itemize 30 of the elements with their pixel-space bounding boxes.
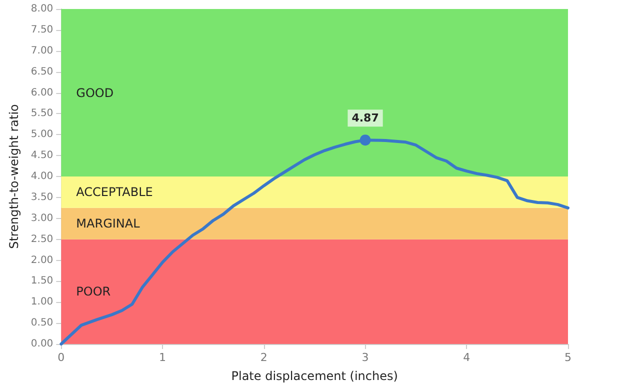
y-tick-label: 6.00 bbox=[30, 87, 54, 98]
x-tick-label: 2 bbox=[260, 351, 268, 364]
y-tick-label: 4.50 bbox=[30, 150, 54, 162]
y-tick-label: 0.00 bbox=[30, 338, 54, 350]
y-tick-label: 2.00 bbox=[30, 254, 54, 266]
band-label: POOR bbox=[76, 284, 111, 299]
y-tick-label: 5.50 bbox=[30, 108, 54, 120]
y-tick-label: 3.50 bbox=[30, 192, 54, 203]
y-tick-label: 6.50 bbox=[30, 66, 54, 78]
y-tick-label: 0.50 bbox=[30, 318, 54, 329]
y-tick-label: 5.00 bbox=[30, 129, 54, 140]
y-tick-label: 7.50 bbox=[30, 24, 54, 36]
band-label: ACCEPTABLE bbox=[76, 185, 153, 200]
band-label: GOOD bbox=[76, 86, 114, 100]
y-tick-label: 3.00 bbox=[30, 212, 54, 224]
y-tick-label: 1.00 bbox=[30, 296, 54, 308]
data-label: 4.87 bbox=[352, 112, 379, 125]
y-tick-label: 7.00 bbox=[30, 45, 54, 56]
x-tick-label: 3 bbox=[362, 351, 369, 364]
band-label: MARGINAL bbox=[76, 216, 140, 231]
x-tick-label: 1 bbox=[159, 351, 166, 364]
y-tick-label: 1.50 bbox=[30, 276, 54, 287]
x-axis-title: Plate displacement (inches) bbox=[231, 369, 398, 383]
x-tick-label: 0 bbox=[58, 351, 65, 364]
y-axis-title: Strength-to-weight ratio bbox=[7, 104, 21, 249]
y-tick-label: 4.00 bbox=[30, 171, 54, 182]
x-tick-label: 4 bbox=[463, 351, 470, 364]
x-tick-label: 5 bbox=[564, 351, 572, 364]
y-tick-label: 8.00 bbox=[30, 4, 54, 14]
y-tick-label: 2.50 bbox=[30, 234, 54, 245]
